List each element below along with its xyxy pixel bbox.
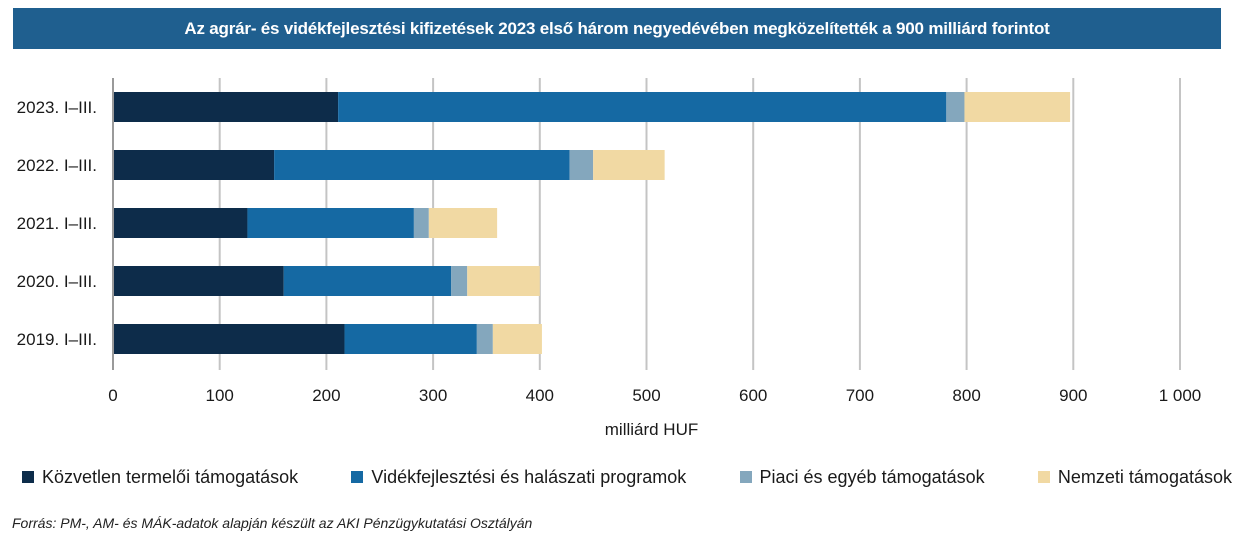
bar-segment-0-3 bbox=[964, 92, 1071, 122]
bar-segment-4-0 bbox=[113, 324, 345, 354]
x-tick-label: 0 bbox=[108, 386, 117, 405]
bar-segment-2-0 bbox=[113, 208, 248, 238]
bar-chart: 2023. I–III. 2022. I–III. 2021. I–III. 2020… bbox=[17, 78, 1202, 439]
x-tick-label: 600 bbox=[739, 386, 767, 405]
legend-item-piaci: Piaci és egyéb támogatások bbox=[739, 466, 985, 488]
legend-swatch-nemzeti bbox=[1037, 471, 1050, 483]
bar-segment-4-2 bbox=[476, 324, 493, 354]
bar-segment-4-3 bbox=[492, 324, 542, 354]
bar-segment-4-1 bbox=[344, 324, 477, 354]
category-label: 2019. I–III. bbox=[17, 330, 97, 349]
chart-title-bar: Az agrár- és vidékfejlesztési kifizetése… bbox=[13, 8, 1221, 49]
source-note: Forrás: PM-, AM- és MÁK-adatok alapján k… bbox=[12, 515, 533, 531]
bar-segment-3-1 bbox=[283, 266, 452, 296]
legend-label-kozvetlen: Közvetlen termelői támogatások bbox=[42, 466, 299, 487]
x-tick-label: 300 bbox=[419, 386, 447, 405]
bar-segment-1-0 bbox=[113, 150, 275, 180]
bar-segment-3-0 bbox=[113, 266, 284, 296]
x-tick-label: 800 bbox=[952, 386, 980, 405]
category-label: 2020. I–III. bbox=[17, 272, 97, 291]
legend-swatch-videkfejlesztesi bbox=[351, 471, 364, 483]
legend-item-nemzeti: Nemzeti támogatások bbox=[1037, 466, 1232, 488]
chart-legend: Közvetlen termelői támogatások Vidékfejl… bbox=[22, 466, 1232, 488]
category-label: 2021. I–III. bbox=[17, 214, 97, 233]
x-tick-label: 100 bbox=[206, 386, 234, 405]
x-axis-title: milliárd HUF bbox=[605, 420, 699, 439]
legend-item-videkfejlesztesi: Vidékfejlesztési és halászati programok bbox=[351, 467, 686, 488]
x-tick-label: 500 bbox=[632, 386, 660, 405]
x-tick-label: 400 bbox=[526, 386, 554, 405]
category-label: 2023. I–III. bbox=[17, 98, 97, 117]
legend-swatch-piaci bbox=[739, 471, 752, 483]
legend-item-kozvetlen: Közvetlen termelői támogatások bbox=[22, 467, 298, 488]
legend-swatch-kozvetlen bbox=[22, 471, 34, 483]
bar-segment-0-1 bbox=[338, 92, 947, 122]
x-tick-label: 700 bbox=[846, 386, 874, 405]
bar-segment-2-2 bbox=[413, 208, 429, 238]
x-tick-label: 200 bbox=[312, 386, 340, 405]
bar-segment-2-3 bbox=[428, 208, 498, 238]
bar-segment-3-2 bbox=[451, 266, 468, 296]
bar-segment-1-2 bbox=[569, 150, 594, 180]
bar-segment-0-2 bbox=[946, 92, 965, 122]
bar-segment-2-1 bbox=[247, 208, 414, 238]
bar-segment-1-1 bbox=[274, 150, 570, 180]
x-tick-label: 900 bbox=[1059, 386, 1087, 405]
bar-segment-0-0 bbox=[113, 92, 339, 122]
chart-title: Az agrár- és vidékfejlesztési kifizetése… bbox=[184, 18, 1050, 38]
legend-label-videkfejlesztesi: Vidékfejlesztési és halászati programok bbox=[371, 466, 687, 487]
bar-segment-3-3 bbox=[467, 266, 540, 296]
x-tick-label: 1 000 bbox=[1159, 386, 1202, 405]
legend-label-piaci: Piaci és egyéb támogatások bbox=[759, 466, 985, 487]
category-label: 2022. I–III. bbox=[17, 156, 97, 175]
legend-label-nemzeti: Nemzeti támogatások bbox=[1057, 466, 1232, 487]
bar-segment-1-3 bbox=[593, 150, 665, 180]
